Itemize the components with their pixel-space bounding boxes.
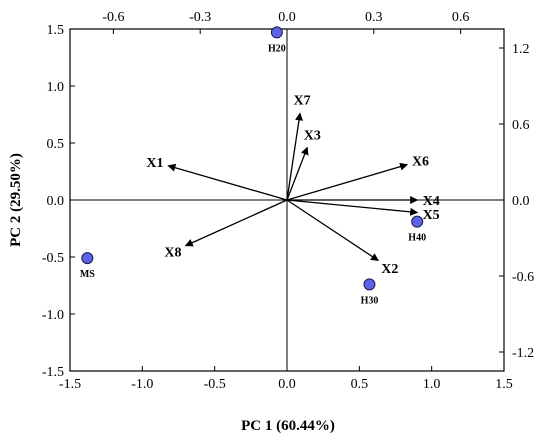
- x-tick-label: -0.5: [204, 377, 226, 392]
- score-point: [411, 215, 424, 228]
- score-point-label: H20: [268, 43, 286, 54]
- y-tick-label: -1.0: [42, 308, 64, 323]
- loading-vector-label: X2: [381, 262, 398, 277]
- loading-vector-label: X3: [304, 129, 321, 144]
- loading-vector-arrow: [167, 163, 288, 201]
- right-tick-label: 1.2: [512, 42, 530, 57]
- loading-vector-arrow: [286, 112, 303, 201]
- loading-vector-label: X6: [412, 155, 429, 170]
- loading-vector-arrow: [286, 146, 309, 201]
- right-tick-label: 0.0: [512, 194, 530, 209]
- score-point-label: MS: [80, 269, 95, 280]
- x-tick-label: 1.0: [423, 377, 441, 392]
- x-tick-label: 0.5: [351, 377, 369, 392]
- top-tick-label: 0.0: [278, 10, 296, 25]
- y-tick-label: 1.0: [47, 80, 65, 95]
- right-axis-ticks: -1.2 -0.6 0.0 0.6 1.2: [499, 42, 534, 361]
- x-tick-label: -1.0: [131, 377, 153, 392]
- y-tick-label: 0.0: [47, 194, 65, 209]
- score-point: [363, 278, 376, 291]
- x-tick-label: 1.5: [495, 377, 513, 392]
- right-tick-label: 0.6: [512, 118, 530, 133]
- loading-vector-label: X4: [423, 194, 440, 209]
- x-tick-label: 0.0: [278, 377, 296, 392]
- left-axis-ticks: -1.5 -1.0 -0.5 0.0 0.5 1.0 1.5: [42, 23, 75, 380]
- x-axis-title: PC 1 (60.44%): [241, 418, 335, 434]
- top-tick-label: 0.3: [365, 10, 383, 25]
- loading-vector-label: X8: [164, 245, 181, 260]
- y-axis-title: PC 2 (29.50%): [8, 153, 24, 247]
- score-points: H20 MS H30 H40: [80, 26, 426, 306]
- loading-vector-arrow: [286, 199, 379, 261]
- y-tick-label: -0.5: [42, 251, 64, 266]
- top-axis-ticks: -0.6 -0.3 0.0 0.3 0.6: [102, 10, 469, 34]
- loading-vector-label: X1: [146, 156, 163, 171]
- y-tick-label: 1.5: [47, 23, 65, 38]
- y-tick-label: -1.5: [42, 365, 64, 380]
- loading-vector-arrow: [184, 199, 288, 247]
- loading-vector-label: X5: [423, 208, 440, 223]
- score-point-label: H30: [361, 295, 379, 306]
- bottom-axis-ticks: -1.5 -1.0 -0.5 0.0 0.5 1.0 1.5: [59, 366, 513, 392]
- score-point-label: H40: [408, 233, 426, 244]
- top-tick-label: 0.6: [452, 10, 470, 25]
- loading-vector-arrow: [286, 199, 419, 216]
- right-tick-label: -1.2: [512, 346, 534, 361]
- y-tick-label: 0.5: [47, 137, 65, 152]
- top-tick-label: -0.6: [102, 10, 124, 25]
- loading-vector-arrow: [286, 162, 409, 201]
- x-tick-label: -1.5: [59, 377, 81, 392]
- right-tick-label: -0.6: [512, 270, 534, 285]
- score-point: [270, 26, 283, 39]
- score-point: [81, 252, 94, 265]
- loading-vector-label: X7: [294, 94, 311, 109]
- top-tick-label: -0.3: [189, 10, 211, 25]
